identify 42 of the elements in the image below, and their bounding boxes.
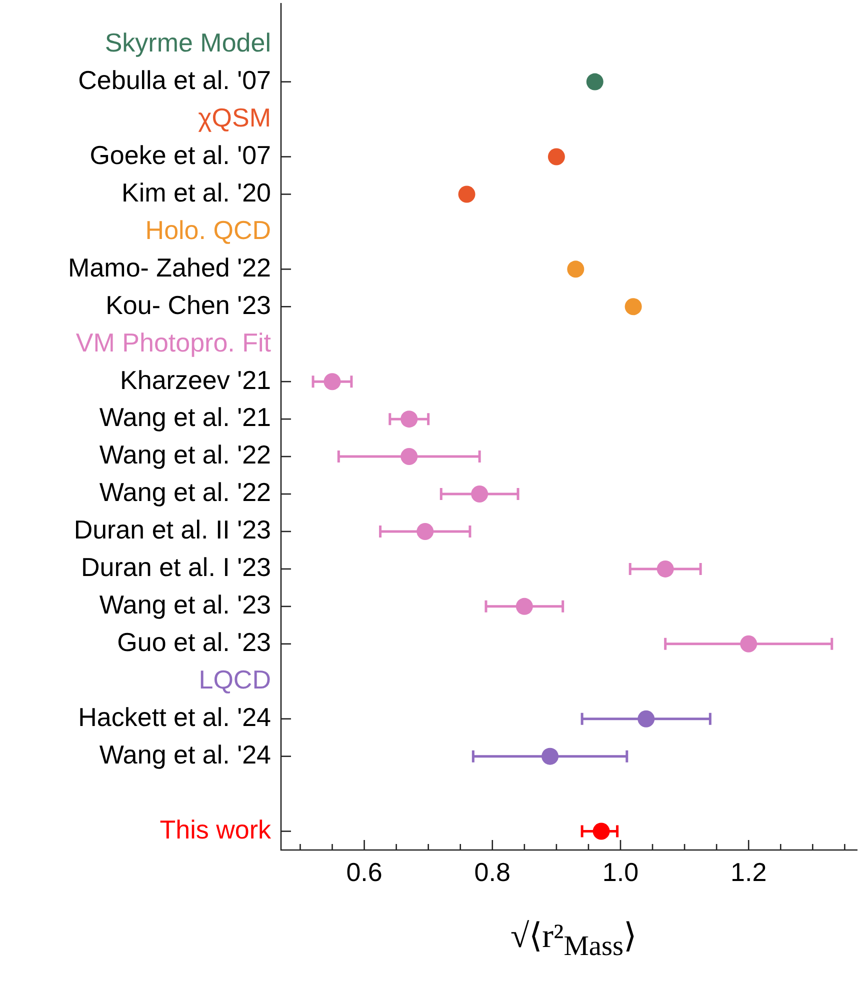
point	[416, 522, 434, 540]
x-axis-title: √⟨r²$_{Mass}$⟩	[510, 917, 638, 963]
y-tick-label: Duran et al. I '23	[81, 552, 271, 582]
y-tick-label: Kim et al. '20	[122, 177, 271, 208]
x-tick-label: 0.6	[346, 856, 382, 887]
y-tick-label: Guo et al. '23	[117, 627, 271, 658]
point	[740, 635, 758, 652]
text: LQCD	[198, 664, 271, 695]
text: χQSM	[198, 102, 271, 132]
y-tick-label: Wang et al. '23	[99, 590, 271, 620]
y-tick-label: Mamo- Zahed '22	[68, 252, 271, 282]
x-tick-label: 0.8	[474, 856, 510, 887]
text: VM Photopro. Fit	[76, 327, 272, 358]
point	[516, 598, 533, 615]
y-tick-label: Wang et al. '24	[99, 739, 271, 770]
y-tick-label: Cebulla et al. '07	[78, 64, 271, 95]
y-tick-label: Kou- Chen '23	[106, 290, 271, 320]
point	[586, 73, 604, 90]
text: Skyrme Model	[104, 28, 271, 58]
point	[471, 486, 488, 503]
x-tick-label: 1.0	[602, 856, 639, 887]
point	[548, 148, 565, 166]
point	[592, 822, 610, 840]
y-tick-label: Hackett et al. '24	[78, 702, 271, 732]
text: This work	[160, 814, 272, 844]
point	[542, 748, 559, 765]
y-tick-label: Wang et al. '22	[99, 477, 271, 508]
point	[656, 560, 674, 578]
point	[458, 186, 476, 203]
y-tick-label: Duran et al. II '23	[74, 514, 271, 545]
y-tick-label: Wang et al. '21	[99, 402, 271, 432]
point	[567, 260, 584, 278]
text: Holo. QCD	[145, 214, 271, 245]
point	[638, 710, 655, 728]
point	[624, 298, 642, 316]
y-tick-label: Kharzeev '21	[120, 364, 271, 395]
point	[400, 448, 418, 466]
y-tick-label: Wang et al. '22	[99, 440, 271, 470]
y-tick-label: Goeke et al. '07	[90, 140, 271, 170]
point	[324, 373, 341, 390]
x-tick-label: 1.2	[730, 856, 767, 887]
point	[400, 410, 418, 428]
